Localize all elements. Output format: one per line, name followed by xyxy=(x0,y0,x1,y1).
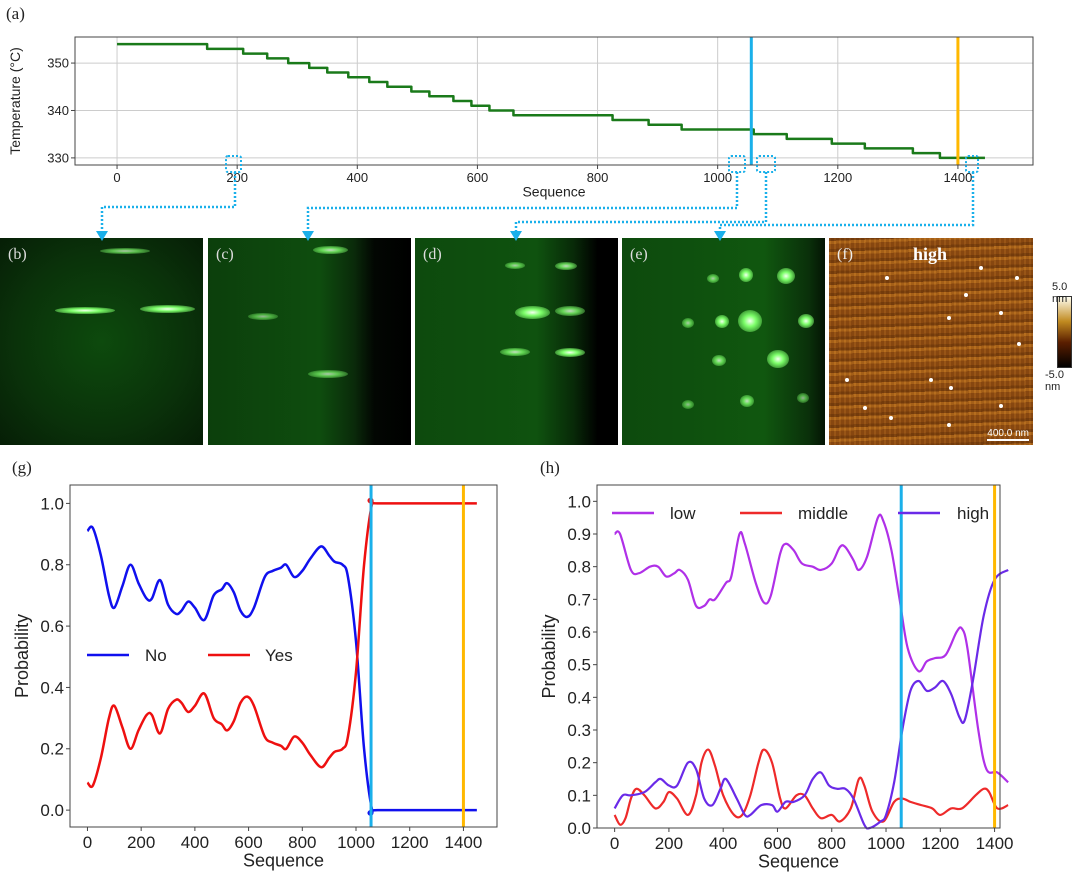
legend-label-Yes: Yes xyxy=(265,646,293,665)
y-tick-label: 0.8 xyxy=(40,556,64,575)
x-axis-label: Sequence xyxy=(522,183,585,199)
afm-scalebar: 400.0 nm xyxy=(987,428,1029,441)
y-tick-label: 0.2 xyxy=(40,740,64,759)
x-tick-label: 1400 xyxy=(943,170,972,185)
x-tick-label: 600 xyxy=(763,834,791,853)
plot-frame xyxy=(74,36,1034,166)
panel-label-c: (c) xyxy=(216,246,234,263)
x-tick-label: 200 xyxy=(226,170,248,185)
y-tick-label: 350 xyxy=(47,56,69,71)
chart-a: 0 200 400 600 800 1000 1200 1400 330 340 350 Sequen… xyxy=(7,36,1034,199)
x-tick-label: 1400 xyxy=(445,833,483,852)
panel-label-b: (b) xyxy=(8,246,27,263)
series-line-low xyxy=(614,513,1009,784)
y-tick-label: 0.5 xyxy=(567,656,591,675)
panel-label-f: (f) xyxy=(837,246,853,263)
x-tick-label: 200 xyxy=(655,834,683,853)
connector-line xyxy=(514,172,768,232)
colorbar-min-label: -5.0 nm xyxy=(1045,369,1064,393)
y-tick-label: 1.0 xyxy=(40,494,64,513)
x-tick-label: 1000 xyxy=(867,834,905,853)
y-tick-label: 0.3 xyxy=(567,721,591,740)
rheed-image-e: (e) xyxy=(622,238,825,445)
x-tick-label: 800 xyxy=(288,833,316,852)
y-tick-label: 0.0 xyxy=(40,801,64,820)
x-tick-label: 400 xyxy=(709,834,737,853)
y-tick-label: 0.2 xyxy=(567,754,591,773)
plot-frame xyxy=(596,484,1001,829)
x-tick-label: 1400 xyxy=(976,834,1014,853)
panel-label-e: (e) xyxy=(630,246,648,263)
arrow-down-icon xyxy=(302,231,314,241)
x-tick-label: 1000 xyxy=(337,833,375,852)
y-tick-label: 0.4 xyxy=(567,688,591,707)
panel-label-g: (g) xyxy=(12,458,32,477)
legend-label-high: high xyxy=(957,504,989,523)
selection-box xyxy=(728,155,746,173)
connector-line xyxy=(306,172,739,232)
x-axis-label: Sequence xyxy=(243,851,324,871)
x-tick-label: 600 xyxy=(467,170,489,185)
y-tick-label: 0.7 xyxy=(567,590,591,609)
afm-image-f: (f) high 400.0 nm xyxy=(829,238,1033,445)
x-tick-label: 400 xyxy=(181,833,209,852)
panel-label-h: (h) xyxy=(540,458,560,477)
rheed-image-d: (d) xyxy=(415,238,618,445)
selection-box xyxy=(756,155,776,173)
colorbar-max-label: 5.0 nm xyxy=(1052,281,1068,305)
y-axis-label: Probability xyxy=(539,614,559,698)
y-tick-label: 0.6 xyxy=(567,623,591,642)
x-tick-label: 800 xyxy=(818,834,846,853)
selection-box xyxy=(225,155,242,173)
rheed-image-b: (b) xyxy=(0,238,203,445)
y-tick-label: 0.4 xyxy=(40,678,64,697)
y-tick-label: 330 xyxy=(47,150,69,165)
y-axis-label: Probability xyxy=(12,614,32,698)
x-tick-label: 0 xyxy=(113,170,120,185)
chart-g: 0 200 400 600 800 1000 1200 1400 0.0 0.2 0.4 0.6 0.8… xyxy=(12,484,498,871)
x-tick-label: 800 xyxy=(587,170,609,185)
x-tick-label: 0 xyxy=(610,834,619,853)
x-tick-label: 1000 xyxy=(703,170,732,185)
x-tick-label: 0 xyxy=(83,833,92,852)
y-tick-label: 0.9 xyxy=(567,525,591,544)
series-line-temperature xyxy=(117,42,985,160)
legend-label-middle: middle xyxy=(798,504,848,523)
panel-label-a: (a) xyxy=(6,4,25,23)
x-tick-label: 400 xyxy=(346,170,368,185)
y-tick-label: 0.6 xyxy=(40,617,64,636)
y-tick-label: 1.0 xyxy=(567,492,591,511)
chart-h: 0 200 400 600 800 1000 1200 1400 0.0 0.1 0.2 0.3 0.4… xyxy=(539,484,1014,872)
height-colorbar xyxy=(1057,296,1072,368)
y-tick-label: 0.8 xyxy=(567,558,591,577)
y-tick-label: 0.1 xyxy=(567,786,591,805)
x-tick-label: 1200 xyxy=(823,170,852,185)
arrow-down-icon xyxy=(510,231,522,241)
x-axis-label: Sequence xyxy=(758,852,839,872)
legend-label-No: No xyxy=(145,646,167,665)
series-line-No xyxy=(86,525,477,816)
connector-line xyxy=(718,172,975,232)
panel-label-d: (d) xyxy=(423,246,442,263)
x-tick-label: 1200 xyxy=(391,833,429,852)
y-tick-label: 340 xyxy=(47,103,69,118)
connector-line xyxy=(100,172,237,232)
x-tick-label: 600 xyxy=(234,833,262,852)
series-line-Yes xyxy=(86,497,477,789)
legend-label-low: low xyxy=(670,504,696,523)
x-tick-label: 200 xyxy=(127,833,155,852)
arrow-down-icon xyxy=(714,231,726,241)
y-axis-label: Temperature (°C) xyxy=(7,47,23,155)
series-line-high xyxy=(613,568,1009,830)
plot-frame xyxy=(69,484,498,828)
arrow-down-icon xyxy=(96,231,108,241)
x-tick-label: 1200 xyxy=(921,834,959,853)
y-tick-label: 0.0 xyxy=(567,819,591,838)
afm-state-label: high xyxy=(913,244,948,264)
rheed-image-c: (c) xyxy=(208,238,411,445)
